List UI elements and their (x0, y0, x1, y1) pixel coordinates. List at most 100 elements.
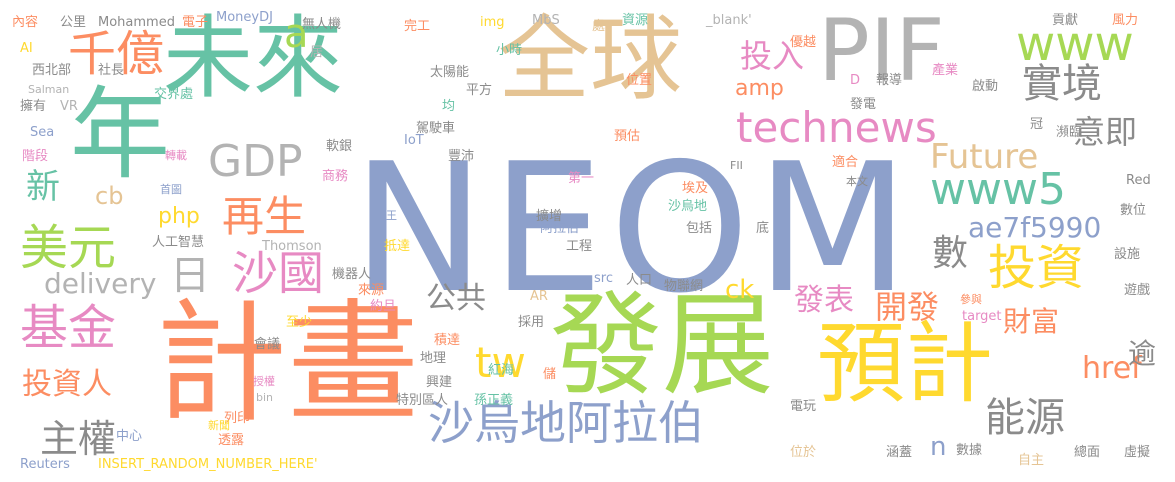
word-zongmian: 總面 (1074, 445, 1101, 460)
word-weiyu: 位於 (790, 445, 817, 460)
word-saudi-arabia: 沙烏地阿拉伯 (428, 396, 704, 450)
word-href: href (1082, 351, 1142, 386)
word-zizhu: 自主 (1018, 453, 1045, 468)
word-www: www (1016, 16, 1134, 72)
word-shuju: 數據 (956, 443, 983, 458)
word-jun: 均 (442, 99, 456, 114)
word-a: a (284, 11, 309, 57)
word-xibeibu: 西北部 (32, 63, 72, 78)
word-taiyangneng: 太陽能 (430, 65, 470, 80)
word-fii: FII (730, 159, 743, 172)
word-ruanyin: 軟銀 (326, 139, 353, 154)
word-shu: 數 (932, 233, 969, 274)
word-jieduan: 階段 (22, 149, 49, 164)
word-yuji: 預計 (817, 312, 994, 415)
word-shijing: 實境 (1022, 61, 1102, 107)
word-target: target (962, 309, 1002, 324)
word-xiaoshi: 小時 (496, 43, 523, 58)
word-nengyuan: 能源 (985, 395, 1065, 441)
word-ziyuan: 資源 (622, 13, 649, 28)
word-jiqiren: 機器人 (332, 267, 372, 282)
word-zhongxin: 中心 (116, 429, 143, 444)
word-quanqiu: 全球 (498, 6, 683, 113)
word-kaifa: 開發 (875, 288, 940, 326)
word-shangwu: 商務 (322, 169, 349, 184)
word-fengpei: 豐沛 (448, 149, 475, 164)
word-fadian: 發電 (850, 97, 877, 112)
word-touziren: 投資人 (22, 367, 112, 402)
word-ai: AI (20, 41, 33, 56)
word-zhuanzai: 轉載 (165, 149, 187, 162)
word-wang: 王 (386, 209, 397, 222)
word-pif: PIF (818, 1, 945, 101)
word-aiji: 埃及 (682, 181, 709, 196)
word-meiyuan: 美元 (20, 220, 117, 276)
word-mbs: MbS (532, 13, 560, 28)
word-technews: technews (736, 103, 937, 152)
word-yongyou: 擁有 (20, 99, 47, 114)
word-sheshi: 設施 (1114, 247, 1141, 262)
word-jiashiche: 駕駛車 (416, 121, 456, 136)
word-wangong: 完工 (404, 19, 431, 34)
word-shouquan: 授權 (253, 375, 275, 388)
word-ri: 日 (170, 253, 210, 299)
word-weilai: 未來 (163, 6, 343, 111)
word-shaguo: 沙國 (232, 246, 324, 300)
word-yiji: 意即 (1073, 113, 1138, 151)
word-shuwei: 數位 (1120, 203, 1147, 218)
word-fabiao: 發表 (794, 283, 854, 318)
word-future: Future (930, 137, 1039, 177)
word-php: php (158, 204, 200, 229)
word-yuedan: 約旦 (370, 299, 397, 314)
word-salman: Salman (28, 83, 70, 96)
word-reuters: Reuters (20, 457, 70, 472)
word-kuozeng: 擴增 (536, 209, 563, 224)
word-tourou: 投入 (740, 37, 805, 75)
word-jihua: 計畫 (155, 287, 419, 441)
word-youxi: 遊戲 (1124, 283, 1151, 298)
word-benwen: 本文 (846, 175, 868, 188)
word-xin: 新 (26, 167, 60, 207)
word-d: D (850, 73, 861, 88)
word-lieyin: 列印 (224, 411, 251, 426)
word-shezhang: 社長 (98, 63, 125, 78)
word-shihe: 適合 (832, 155, 859, 170)
word-mohammed: Mohammed (98, 15, 175, 30)
word-hangai: 涵蓋 (886, 445, 913, 460)
word-gonggong: 公共 (426, 281, 486, 316)
word-yugu: 預估 (614, 129, 641, 144)
word-img: img (480, 15, 505, 30)
word-sea: Sea (30, 125, 55, 140)
word-baokuo: 包括 (686, 221, 713, 236)
word-thomson: Thomson (262, 239, 322, 254)
word-touzi: 投資 (988, 240, 1085, 296)
word-ju: 居 (310, 45, 324, 60)
word-chu: 處 (592, 19, 606, 34)
word-diyi: 第一 (568, 171, 595, 186)
word-bin: bin (256, 391, 274, 404)
word-red: Red (1126, 173, 1151, 188)
word-ar: AR (530, 289, 548, 304)
word-laiyuan: 來源 (358, 283, 385, 298)
word-insert-random: INSERT_RANDOM_NUMBER_HERE' (98, 457, 318, 472)
word-shawudi: 沙烏地 (668, 199, 708, 214)
word-zaisheng: 再生 (222, 192, 307, 241)
word-sunzhengyi: 孫正義 (474, 393, 514, 408)
word-baodao: 報導 (876, 73, 903, 88)
word-www5: www5 (930, 164, 1066, 215)
word-jida: 積達 (434, 333, 461, 348)
word-nian: 年 (70, 76, 170, 193)
word-weizhi: 位置 (626, 73, 653, 88)
word-neom: NEOM (352, 125, 916, 332)
word-toulu: 透露 (218, 433, 245, 448)
word-wurenji: 無人機 (302, 17, 342, 32)
word-tebiequren: 特別區人 (396, 393, 449, 408)
word-xuni: 虛擬 (1124, 445, 1151, 460)
word-blank: _blank' (706, 13, 752, 28)
word-n: n (930, 432, 947, 462)
word-dianzi: 電子 (182, 15, 209, 30)
word-jijin: 基金 (20, 300, 117, 356)
word-ae7f5990: ae7f5990 (968, 211, 1102, 244)
word-di: 底 (756, 221, 770, 236)
